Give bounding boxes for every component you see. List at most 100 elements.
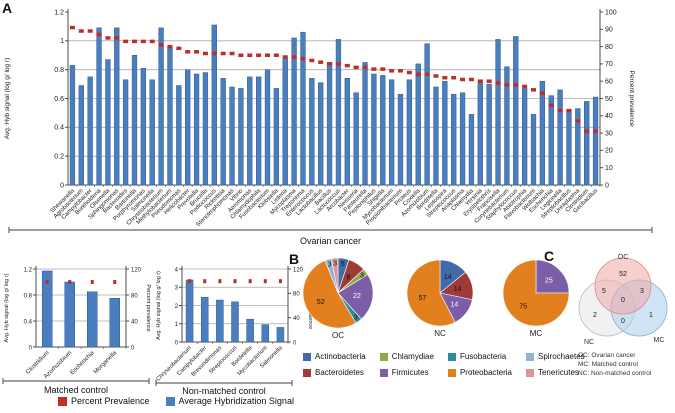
y-axis-title-left: Avg. Hyb signal (log g/ log r) bbox=[4, 273, 10, 342]
prevalence-marker bbox=[442, 75, 448, 80]
legend-label: Bacteroidetes bbox=[315, 368, 364, 377]
prevalence-marker bbox=[45, 280, 49, 284]
hybridization-bar bbox=[380, 75, 386, 186]
y-tick-label-left: 1 bbox=[60, 38, 64, 45]
prevalence-marker bbox=[233, 279, 237, 284]
hybridization-bar bbox=[122, 79, 129, 186]
venn-count-nc-mc: 0 bbox=[621, 318, 625, 325]
prevalence-marker bbox=[248, 279, 252, 284]
y-tick-label-right: 80 bbox=[605, 44, 613, 51]
hybridization-bar bbox=[131, 55, 138, 186]
prevalence-marker bbox=[176, 46, 182, 51]
hybridization-bar bbox=[397, 93, 404, 186]
y-tick-label-right: 80 bbox=[293, 292, 300, 298]
prevalence-marker bbox=[167, 44, 173, 49]
y-axis-title-right: Percent prevalence bbox=[145, 284, 151, 331]
y-tick-label-left: 1.2 bbox=[24, 267, 33, 273]
pie-slice-firmicutes bbox=[337, 274, 374, 320]
hybridization-bar bbox=[149, 79, 155, 186]
hybridization-bar bbox=[291, 37, 297, 186]
hybridization-bar bbox=[200, 297, 209, 343]
venn-count-center: 0 bbox=[621, 297, 625, 304]
hybridization-bar bbox=[140, 67, 147, 186]
hybridization-bar bbox=[442, 80, 448, 186]
prevalence-marker bbox=[211, 51, 217, 56]
prevalence-marker bbox=[105, 36, 111, 40]
venn-count-mc-only: 1 bbox=[649, 312, 653, 319]
hybridization-bar bbox=[424, 43, 430, 186]
hybridization-bar bbox=[193, 73, 200, 186]
prevalence-marker bbox=[114, 36, 120, 40]
prevalence-marker bbox=[140, 39, 146, 44]
prevalence-marker bbox=[229, 51, 235, 56]
prevalence-marker bbox=[78, 29, 84, 33]
pie-slice-value: 14 bbox=[444, 274, 452, 281]
pie-slice-value: 14 bbox=[454, 286, 462, 293]
pie-slice-value: 14 bbox=[451, 301, 459, 308]
prevalence-marker bbox=[273, 53, 279, 57]
pie-slice-value: 5 bbox=[341, 261, 345, 268]
hybridization-bar bbox=[211, 24, 217, 186]
y-tick-label-right: 100 bbox=[605, 9, 617, 16]
prevalence-marker bbox=[468, 77, 474, 82]
y-tick-label-right: 70 bbox=[605, 61, 613, 68]
prevalence-marker bbox=[371, 67, 377, 71]
hybridization-bar bbox=[584, 101, 590, 186]
hybridization-bar bbox=[69, 65, 76, 186]
prevalence-marker bbox=[318, 60, 324, 64]
y-tick-label-left: 1.2 bbox=[54, 9, 64, 16]
hybridization-bar bbox=[335, 39, 342, 186]
prevalence-marker bbox=[309, 58, 315, 63]
y-tick-label-right: 80 bbox=[131, 293, 138, 299]
prevalence-marker bbox=[263, 279, 267, 284]
hybridization-bar bbox=[87, 76, 93, 186]
hybridization-bar bbox=[246, 318, 254, 343]
hybridization-bar bbox=[575, 108, 581, 186]
group-label: Non-matched control bbox=[182, 386, 266, 396]
hybridization-bar bbox=[185, 279, 194, 343]
prevalence-marker bbox=[69, 25, 75, 30]
prevalence-marker bbox=[96, 32, 102, 37]
hybridization-bar bbox=[388, 79, 395, 186]
hybridization-bar bbox=[220, 78, 226, 186]
signal-legend-item: Percent Prevalence bbox=[58, 396, 150, 406]
hybridization-bar bbox=[255, 76, 262, 186]
legend-swatch bbox=[379, 368, 388, 377]
hybridization-bar bbox=[229, 86, 235, 186]
pie-slice-value: 3 bbox=[354, 315, 358, 322]
prevalence-marker bbox=[188, 279, 192, 284]
legend-label: Percent Prevalence bbox=[71, 396, 150, 406]
prevalence-marker bbox=[158, 43, 164, 47]
y-axis-title-right: Percent prevalence bbox=[628, 70, 635, 126]
hybridization-bar bbox=[261, 324, 270, 343]
hybridization-bar bbox=[282, 57, 288, 186]
group-label: Matched control bbox=[44, 385, 108, 395]
y-tick-label-left: 0.4 bbox=[24, 319, 33, 325]
legend-label: Fusobacteria bbox=[459, 352, 507, 361]
hybridization-bar bbox=[371, 73, 377, 186]
y-tick-label-right: 40 bbox=[605, 113, 613, 120]
prevalence-marker bbox=[406, 70, 412, 75]
prevalence-marker bbox=[477, 79, 483, 83]
hybridization-bar bbox=[231, 301, 239, 343]
legend-label: Chlamydiae bbox=[391, 352, 434, 361]
hybridization-bar bbox=[247, 76, 253, 186]
prevalence-marker bbox=[185, 50, 191, 54]
prevalence-marker bbox=[265, 53, 270, 57]
prevalence-marker bbox=[451, 75, 457, 80]
hybridization-bar bbox=[468, 114, 475, 186]
prevalence-marker bbox=[194, 50, 200, 54]
legend-swatch bbox=[165, 396, 175, 406]
hybridization-bar bbox=[495, 39, 501, 186]
venn-annotation: OC: Ovarian cancer MC: Matched control N… bbox=[578, 351, 651, 378]
prevalence-marker bbox=[584, 129, 590, 134]
y-tick-label-right: 120 bbox=[131, 267, 142, 273]
phyla-legend-item: Firmicutes bbox=[379, 368, 434, 377]
legend-swatch bbox=[525, 352, 534, 361]
pie-slice-value: 3 bbox=[328, 262, 332, 269]
legend-label: Tenericutes bbox=[537, 368, 579, 377]
pie-slice-value: 22 bbox=[353, 293, 361, 300]
legend-swatch bbox=[447, 368, 456, 377]
y-tick-label-right: 20 bbox=[605, 148, 613, 155]
prevalence-marker bbox=[300, 56, 306, 61]
